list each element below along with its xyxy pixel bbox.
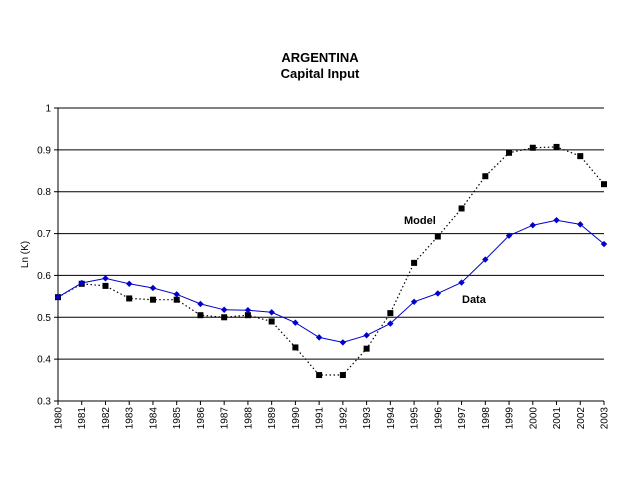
x-tick-label: 1981	[77, 407, 88, 430]
data-point	[553, 143, 560, 150]
data-point	[506, 149, 513, 156]
data-point	[458, 205, 465, 212]
x-tick-label: 1996	[433, 407, 444, 430]
data-point	[600, 240, 608, 248]
y-axis-label: Ln (K)	[20, 241, 31, 268]
data-point	[601, 181, 607, 188]
data-point	[126, 295, 133, 302]
x-tick-label: 1987	[220, 407, 231, 430]
series	[54, 143, 608, 379]
data-point	[577, 221, 584, 228]
x-tick-label: 1980	[54, 407, 65, 430]
data-point	[411, 259, 418, 266]
data-point	[505, 232, 513, 239]
data-point	[553, 216, 560, 224]
data-point	[126, 280, 133, 287]
data-point	[221, 314, 228, 321]
labels: Model Data	[404, 215, 487, 306]
x-tick-label: 1999	[505, 407, 516, 430]
x-tick-label: 1990	[291, 407, 302, 430]
data-point	[316, 372, 323, 379]
data-point	[78, 279, 85, 287]
x-tick-label: 2000	[528, 407, 539, 430]
data-point	[434, 233, 441, 240]
data-point	[292, 319, 299, 326]
x-tick-label: 1997	[457, 407, 468, 430]
annotation-model: Model	[404, 215, 436, 227]
data-point	[197, 300, 204, 308]
data-point	[339, 372, 346, 379]
data-point	[173, 291, 180, 298]
data-point	[268, 318, 275, 325]
data-point	[387, 320, 394, 327]
x-tick-label: 2002	[576, 407, 587, 430]
data-point	[410, 298, 418, 305]
data-point	[482, 256, 489, 263]
chart-subtitle: Capital Input	[280, 66, 360, 81]
x-tick-label: 1998	[481, 407, 492, 430]
data-point	[173, 296, 180, 303]
data-point	[220, 306, 228, 313]
series-line-model	[57, 146, 605, 376]
data-point	[102, 282, 109, 289]
data-point	[149, 296, 156, 303]
x-tick-label: 1993	[362, 407, 373, 430]
y-tick-label: 0.8	[37, 187, 51, 198]
data-point	[529, 144, 536, 151]
x-tick-label: 1995	[410, 407, 421, 430]
data-point	[197, 312, 204, 319]
data-point	[577, 153, 584, 160]
data-point	[482, 173, 489, 180]
x-tick-label: 1989	[267, 407, 278, 430]
data-point	[102, 275, 109, 282]
data-point	[363, 345, 370, 352]
data-point	[434, 290, 442, 297]
x-tick-label: 2003	[600, 407, 611, 430]
annotation-data: Data	[462, 294, 487, 306]
data-point	[387, 310, 394, 317]
data-point	[244, 312, 251, 319]
data-point	[363, 332, 370, 339]
data-point	[54, 293, 62, 301]
data-point	[458, 279, 465, 286]
data-point	[529, 222, 536, 229]
data-point	[244, 306, 252, 314]
gridlines	[58, 107, 604, 360]
y-tick-label: 0.3	[37, 397, 51, 408]
y-tick-label: 0.6	[37, 271, 51, 282]
chart-title-main: ARGENTINA	[281, 50, 359, 65]
data-point	[149, 284, 157, 292]
x-tick-label: 1994	[386, 407, 397, 430]
y-tick-label: 0.4	[37, 355, 51, 366]
x-tick-label: 1984	[148, 407, 159, 430]
x-tick-label: 1983	[125, 407, 136, 430]
series-data	[54, 216, 608, 346]
y-tick-label: 0.5	[37, 313, 51, 324]
y-tick-label: 0.9	[37, 145, 51, 156]
x-tick-label: 1991	[315, 407, 326, 430]
series-line-data	[57, 219, 605, 343]
data-point	[268, 309, 275, 316]
x-tick-label: 1982	[101, 407, 112, 430]
x-tick-label: 1992	[338, 407, 349, 430]
series-model	[55, 143, 607, 379]
x-tick-label: 2001	[552, 407, 563, 430]
x-tick-label: 1986	[196, 407, 207, 430]
axes: 0.3 0.4 0.5 0.6 0.7 0.8 0.9 1 1980 1981 1982 1983 19…	[20, 104, 611, 430]
y-tick-label: 0.7	[37, 229, 51, 240]
data-point	[315, 334, 323, 341]
data-point	[292, 344, 299, 351]
data-point	[339, 339, 347, 346]
x-tick-label: 1985	[172, 407, 183, 430]
y-tick-label: 1	[45, 104, 51, 115]
chart-title: ARGENTINA Capital Input	[0, 50, 640, 82]
x-tick-label: 1988	[243, 407, 254, 430]
